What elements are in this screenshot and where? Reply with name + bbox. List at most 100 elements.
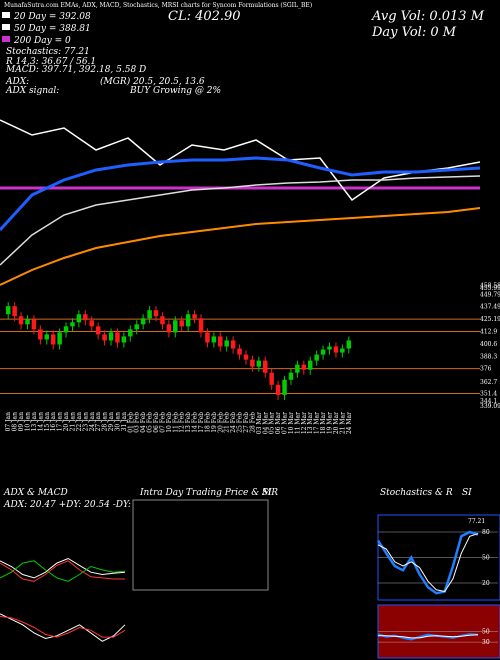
series-line [376, 530, 479, 595]
candle-body [340, 348, 345, 353]
panel-subtitle: SI [462, 488, 472, 498]
x-tick-label: 21 Feb [224, 412, 231, 433]
candle-body [263, 360, 268, 373]
series-line [0, 560, 126, 582]
candle-body [25, 319, 30, 325]
candle-body [160, 316, 165, 325]
legend-box [2, 24, 10, 30]
x-tick-label: 24 Jan [89, 412, 96, 432]
x-tick-label: 11 Mar [294, 412, 301, 434]
candle-body [108, 332, 114, 341]
x-tick-label: 15 Jan [44, 412, 51, 432]
x-tick-label: 13 Feb [185, 412, 192, 433]
x-tick-label: 10 Mar [288, 412, 295, 434]
y-tick-label: 20 [482, 580, 490, 587]
series-line [0, 557, 126, 579]
x-tick-label: 28 Feb [249, 412, 256, 433]
candle-body [224, 340, 229, 347]
r: R 14,3: 36.67 / 56.1 [5, 57, 96, 67]
x-tick-label: 10 Jan [24, 412, 31, 432]
panel-title: ADX & MACD [3, 488, 68, 498]
candle-body [76, 314, 82, 323]
candle-body [128, 329, 133, 337]
x-tick-label: 09 Jan [18, 412, 25, 432]
y-tick-label: 50 [482, 629, 490, 636]
day-vol: Day Vol: 0 M [371, 25, 457, 40]
x-tick-label: 05 Feb [147, 412, 154, 433]
ema20: 20 Day = 392.08 [13, 12, 91, 22]
y-tick-label: 455.99 [480, 285, 500, 292]
candle-body [211, 336, 217, 343]
x-tick-label: 16 Jan [50, 412, 57, 432]
panel-subtitle: SI [262, 488, 272, 498]
series-line [0, 175, 481, 266]
y-tick-label: 458.58 [480, 282, 500, 289]
candle-body [269, 372, 274, 385]
x-tick-label: 07 Mar [282, 412, 289, 434]
x-tick-label: 08 Jan [12, 412, 19, 432]
y-tick-label: 400.6 [480, 341, 497, 348]
x-tick-label: 17 Jan [57, 412, 64, 432]
candle-body [205, 332, 210, 343]
candle-body [70, 322, 75, 327]
x-tick-label: 10 Feb [166, 412, 173, 433]
series-line [377, 533, 479, 593]
candle-body [115, 332, 120, 343]
x-tick-label: 14 Jan [37, 412, 44, 432]
adx-signal: ADX signal: [5, 86, 59, 96]
x-tick-label: 12 Feb [179, 412, 186, 433]
x-tick-label: 05 Mar [269, 412, 276, 434]
y-tick-label: 412.9 [480, 328, 497, 335]
x-tick-label: 24 Mar [346, 412, 353, 434]
candle-body [185, 314, 191, 327]
x-tick-label: 06 Feb [153, 412, 160, 433]
x-tick-label: 07 Feb [159, 412, 166, 433]
candle-body [38, 329, 43, 340]
candle-body [18, 316, 24, 325]
x-tick-label: 03 Feb [134, 412, 141, 433]
x-tick-label: 18 Feb [204, 412, 211, 433]
y-tick-label: 388.3 [480, 353, 497, 360]
x-tick-label: 01 Feb [127, 412, 134, 433]
y-tick-label: 30 [482, 639, 490, 646]
series-line [378, 634, 479, 639]
candle-body [179, 320, 184, 327]
panel-box [132, 499, 269, 591]
candle-body [275, 384, 281, 395]
y-tick-label: 449.79 [480, 291, 500, 298]
x-tick-label: 31 Jan [121, 412, 128, 432]
x-tick-label: 13 Mar [307, 412, 314, 434]
x-tick-label: 22 Jan [76, 412, 83, 432]
candle-body [288, 372, 294, 380]
candle-body [5, 306, 11, 315]
series-line [0, 119, 481, 202]
avg-vol: Avg Vol: 0.013 M [371, 9, 485, 24]
x-tick-label: 23 Jan [82, 412, 89, 432]
x-tick-label: 04 Mar [262, 412, 269, 434]
candle-body [314, 354, 319, 361]
candle-body [250, 359, 255, 367]
series-line [377, 633, 479, 641]
y-tick-label: 376 [480, 366, 492, 373]
candle-body [147, 310, 152, 319]
legend-box [2, 36, 10, 42]
legend-box [2, 12, 10, 18]
y-tick-label: 344.1 [480, 398, 497, 405]
candle-body [140, 318, 146, 325]
series-line [0, 156, 481, 232]
panel-title: Stochastics & R [380, 488, 453, 498]
x-tick-label: 17 Feb [198, 412, 205, 433]
candle-body [44, 334, 50, 340]
x-tick-label: 27 Jan [95, 412, 102, 432]
candle-body [237, 348, 242, 355]
adx: ADX: [5, 77, 29, 87]
x-tick-label: 11 Feb [172, 412, 179, 433]
candle-body [95, 326, 101, 335]
candle-body [192, 314, 197, 319]
x-tick-label: 27 Feb [243, 412, 250, 433]
ema200: 200 Day = 0 [13, 36, 71, 46]
y-tick-label: 50 [482, 555, 490, 562]
candle-body [218, 336, 223, 347]
top-line: MunafaSutra.com EMAs, ADX, MACD, Stochas… [4, 2, 312, 9]
